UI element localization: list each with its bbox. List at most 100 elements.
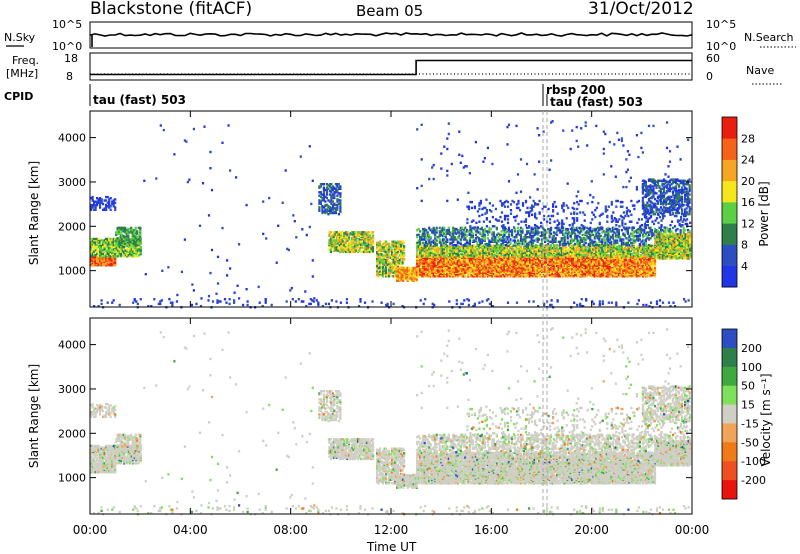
power-cell xyxy=(339,196,341,198)
power-cell xyxy=(117,237,119,239)
power-cell xyxy=(136,233,138,235)
power-cell xyxy=(323,187,325,189)
power-cell xyxy=(390,246,392,248)
power-cell xyxy=(396,253,398,255)
power-cell xyxy=(99,206,101,208)
cpid-entry-2: tau (fast) 503 xyxy=(550,95,643,109)
power-cell xyxy=(330,183,332,185)
power-cell xyxy=(338,183,340,185)
freq-tick-bottom: 8 xyxy=(66,70,73,83)
power-cell xyxy=(388,243,390,245)
freq-label: Freq. xyxy=(12,54,39,67)
power-cell xyxy=(114,209,116,211)
power-cell xyxy=(320,203,322,205)
station-title: Blackstone (fitACF) xyxy=(90,0,252,19)
nave-label: Nave xyxy=(746,64,774,77)
power-cell xyxy=(140,246,142,248)
power-cell xyxy=(327,188,329,190)
freq-panel xyxy=(90,53,692,80)
power-cell xyxy=(333,196,335,198)
cpid-label: CPID xyxy=(4,90,33,103)
power-cell xyxy=(110,197,112,199)
power-cell xyxy=(379,257,381,259)
power-cell xyxy=(402,261,404,263)
power-cell xyxy=(382,275,384,277)
power-cell xyxy=(336,206,338,208)
power-cell xyxy=(403,245,405,247)
power-cell xyxy=(114,262,116,264)
power-cell xyxy=(379,241,381,243)
power-cell xyxy=(108,201,110,203)
power-cell xyxy=(124,227,126,229)
power-cell xyxy=(130,227,132,229)
power-cell xyxy=(323,193,325,195)
power-cell xyxy=(110,205,112,207)
power-cell xyxy=(318,206,320,208)
power-cell xyxy=(121,241,123,243)
nsky-label: N.Sky xyxy=(4,31,36,44)
power-cell xyxy=(372,240,374,242)
power-cell xyxy=(139,239,141,241)
power-cell xyxy=(346,231,348,233)
power-cell xyxy=(326,197,328,199)
power-cell xyxy=(333,193,335,195)
power-cell xyxy=(127,235,129,237)
power-cell xyxy=(399,259,401,261)
power-cell xyxy=(403,252,405,254)
power-cell xyxy=(568,255,570,257)
power-cell xyxy=(382,266,384,268)
nsky-series-line xyxy=(90,33,692,36)
power-cell xyxy=(503,247,505,249)
power-cell xyxy=(98,238,100,240)
power-cell xyxy=(129,241,131,243)
power-cell xyxy=(139,236,141,238)
power-cell xyxy=(105,199,107,201)
power-cell xyxy=(512,248,514,250)
power-cell xyxy=(367,231,369,233)
power-cell xyxy=(332,200,334,202)
power-cell xyxy=(324,200,326,202)
power-cell xyxy=(397,257,399,259)
freq-tick-top: 18 xyxy=(64,52,78,65)
power-cell xyxy=(654,267,656,269)
power-cell xyxy=(114,202,116,204)
power-cell xyxy=(339,185,341,187)
nsearch-label: N.Search xyxy=(744,31,794,44)
power-cell xyxy=(318,208,320,210)
power-cell xyxy=(113,204,115,206)
power-cell xyxy=(95,206,97,208)
power-cell xyxy=(92,196,94,198)
beam-title: Beam 05 xyxy=(356,2,423,20)
power-cell xyxy=(92,198,94,200)
power-cell xyxy=(330,248,332,250)
nsearch-tick-top: 10^5 xyxy=(706,18,736,31)
power-cell xyxy=(121,238,123,240)
power-cell xyxy=(372,250,374,252)
power-cell xyxy=(385,271,387,273)
power-cell xyxy=(120,253,122,255)
power-cell xyxy=(372,237,374,239)
power-cell xyxy=(326,191,328,193)
power-cell xyxy=(99,204,101,206)
power-heatmap-cells xyxy=(90,120,691,308)
power-cell xyxy=(379,243,381,245)
power-cell xyxy=(585,255,587,257)
power-cell xyxy=(416,278,418,280)
nsky-tick-top: 10^5 xyxy=(52,18,82,31)
power-cell xyxy=(388,260,390,262)
power-cell xyxy=(139,234,141,236)
power-cell xyxy=(323,191,325,193)
power-cell xyxy=(110,209,112,211)
power-cell xyxy=(336,195,338,197)
power-cell xyxy=(102,203,104,205)
cpid-entry-0: tau (fast) 503 xyxy=(93,93,186,107)
power-cell xyxy=(114,198,116,200)
nave-tick-bottom: 0 xyxy=(706,70,713,83)
power-cell xyxy=(654,269,656,271)
power-cell xyxy=(464,274,466,276)
power-cell xyxy=(336,208,338,210)
power-cell xyxy=(326,193,328,195)
power-cell xyxy=(385,241,387,243)
freq-series-line xyxy=(90,61,692,75)
power-cell xyxy=(372,246,374,248)
